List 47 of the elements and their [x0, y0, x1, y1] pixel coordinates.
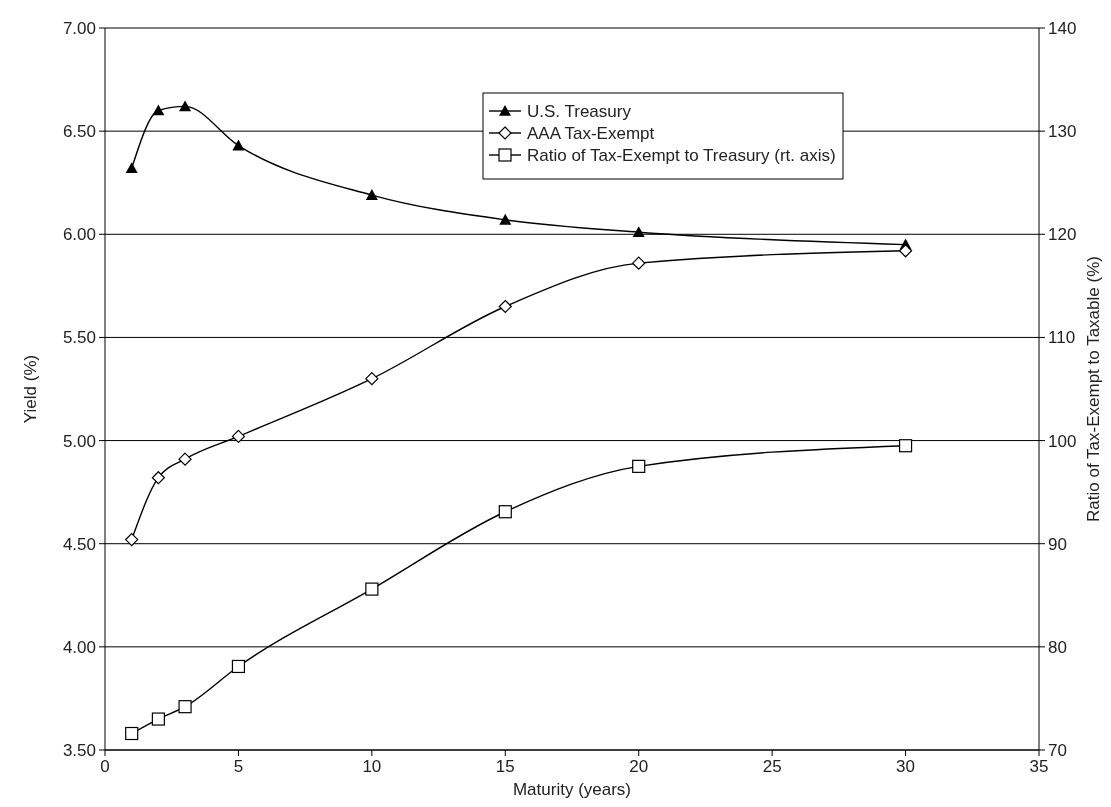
y-tick-label: 7.00	[62, 19, 96, 38]
x-axis-title: Maturity (years)	[512, 780, 632, 799]
y-tick-label: 3.50	[62, 741, 96, 760]
y-tick-label: 6.00	[62, 225, 96, 245]
point	[898, 439, 913, 453]
point	[365, 372, 379, 386]
point	[498, 505, 512, 519]
legend-label: AAA Tax-Exempt	[527, 124, 655, 143]
x-tick-label: 25	[762, 757, 782, 776]
point	[632, 256, 646, 270]
x-tick-label: 20	[629, 757, 649, 776]
legend-label: Ratio of Tax-Exempt to Treasury (rt. axis)	[527, 146, 836, 165]
point	[152, 104, 165, 116]
y-axis-title: Yield (%)	[21, 354, 40, 424]
x-tick-label: 0	[100, 757, 110, 776]
y-tick-label: 4.50	[62, 534, 96, 554]
x-tick-label: 35	[1029, 757, 1049, 776]
legend-label: U.S. Treasury	[527, 102, 632, 121]
y2-tick-label: 100	[1048, 431, 1077, 451]
point	[632, 226, 645, 238]
y2-tick-label: 110	[1048, 328, 1076, 348]
y2-tick-label: 90	[1048, 534, 1067, 554]
point	[125, 162, 138, 174]
point	[151, 712, 165, 726]
point	[632, 459, 646, 473]
y-tick-label: 6.50	[62, 122, 96, 142]
point	[499, 213, 512, 225]
point	[231, 659, 246, 674]
y2-tick-label: 140	[1048, 19, 1077, 38]
x-tick-label: 30	[896, 757, 916, 776]
point	[125, 726, 139, 741]
x-tick-label: 10	[362, 757, 382, 776]
x-tick-label: 5	[233, 757, 244, 776]
y-tick-label: 4.00	[62, 637, 96, 657]
y2-tick-label: 120	[1048, 225, 1077, 245]
y2-tick-label: 70	[1048, 741, 1067, 760]
point	[365, 582, 379, 596]
point	[365, 189, 378, 200]
y-tick-label: 5.50	[62, 328, 96, 348]
point	[232, 139, 245, 151]
y2-tick-label: 130	[1048, 122, 1077, 142]
point	[179, 100, 192, 112]
x-tick-label: 15	[495, 757, 515, 776]
y2-axis-title: Ratio of Tax-Exempt to Taxable (%)	[1084, 256, 1103, 522]
y-tick-label: 5.00	[62, 431, 96, 451]
point	[178, 700, 192, 714]
y2-tick-label: 80	[1048, 637, 1067, 657]
